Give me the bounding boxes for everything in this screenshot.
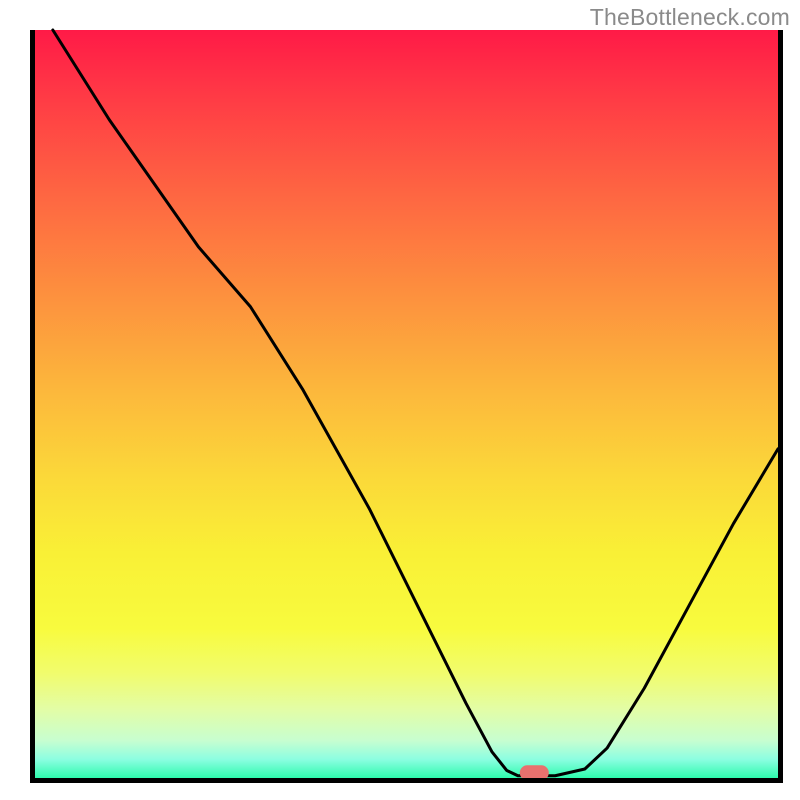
plot-svg bbox=[0, 0, 800, 800]
axis-left bbox=[30, 30, 35, 783]
chart-frame: TheBottleneck.com bbox=[0, 0, 800, 800]
gradient-background bbox=[35, 30, 778, 778]
axis-right bbox=[778, 30, 783, 783]
axis-bottom bbox=[30, 778, 783, 783]
